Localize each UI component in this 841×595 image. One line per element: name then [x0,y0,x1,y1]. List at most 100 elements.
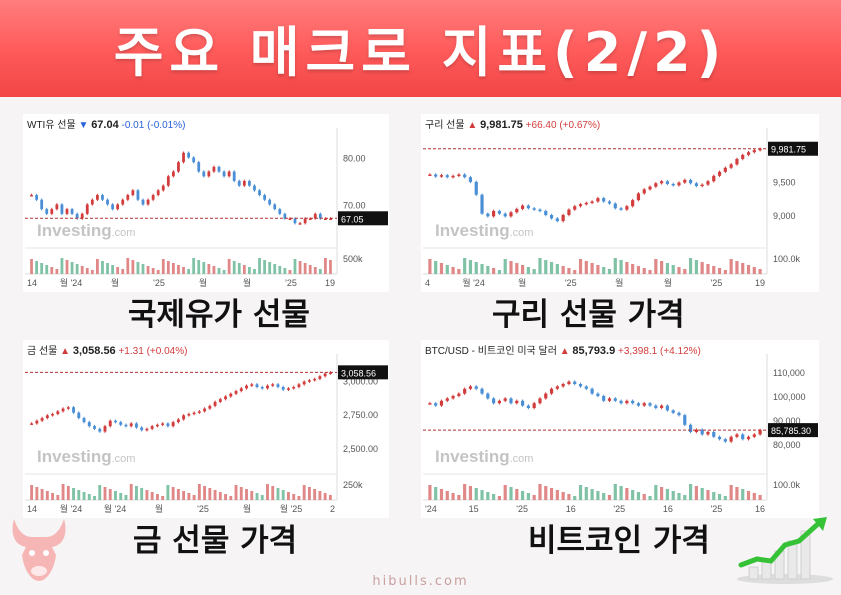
x-tick-label: 월 '24 [60,277,83,288]
volume-bar [292,494,296,500]
x-tick-label: 4 [425,278,430,288]
candle-body [712,432,716,437]
candle-body [77,412,81,419]
volume-bar [250,491,254,500]
volume-bar [578,485,583,500]
candle-body [239,388,243,392]
volume-bar [171,487,175,500]
candle-body [434,174,438,177]
candle-body [202,171,206,177]
volume-bar [567,494,571,500]
volume-bar [457,269,461,274]
candle-body [55,204,59,210]
volume-bar [245,489,248,500]
volume-bar [758,495,762,500]
volume-bar [584,261,588,274]
volume-bar [631,490,635,500]
volume-bar [151,268,155,274]
candle-body [250,384,254,386]
price-change: +1.31 [118,346,144,357]
x-tick-label: 월 [664,277,672,288]
candle-body [538,398,542,404]
volume-bar [192,258,196,274]
candle-body [503,213,507,217]
candle-body [98,428,102,432]
candle-body [631,400,635,404]
volume-bar [631,264,635,274]
volume-bar [35,261,38,274]
candle-body [297,384,301,387]
candle-body [648,403,652,406]
last-price-tag [338,365,388,380]
volume-bar [129,484,133,500]
x-tick-label: '25 [153,278,165,288]
volume-bar [278,266,282,274]
candle-body [602,198,606,202]
volume-bar [613,484,617,500]
candle-body [192,412,196,415]
volume-bar [660,487,664,500]
candle-body [590,201,594,203]
candle-body [96,195,99,200]
volume-bar [80,266,84,274]
volume-bar [30,485,34,500]
candle-body [208,405,212,409]
volume-bar [752,493,756,500]
volume-bar [486,492,490,500]
candle-body [474,386,478,389]
candle-body [298,223,302,225]
volume-bar [671,491,675,500]
volume-bar [544,260,548,274]
y-tick-label: 2,750.00 [343,410,378,420]
candle-body [549,215,554,219]
x-tick-label: 2 [330,504,335,514]
investing-watermark: Investing.com [435,221,533,240]
candle-body [217,166,221,172]
x-tick-label: 월 '24 [104,503,127,514]
candle-body [607,201,612,204]
volume-bar [492,268,496,274]
candle-body [85,204,89,214]
volume-bar [307,487,311,500]
volume-bar [735,261,739,274]
volume-bar [297,496,301,500]
x-tick-label: 16 [755,504,765,514]
volume-bar [544,486,548,500]
candle-body [758,148,762,151]
volume-axis-label: 500k [343,254,363,264]
y-tick-label: 110,000 [773,368,805,378]
volume-bar [723,270,727,274]
last-price-label: 3,058.56 [341,368,376,378]
volume-bar [752,267,756,274]
volume-bar [480,264,484,274]
volume-bar [712,492,716,500]
x-tick-label: 19 [325,278,335,288]
volume-bar [486,266,490,274]
volume-bar [150,492,154,500]
volume-bar [602,267,606,274]
candle-body [140,427,144,431]
volume-bar [602,493,606,500]
candle-body [567,209,571,215]
candle-body [82,418,86,423]
candle-body [72,407,75,413]
price: 67.04 [91,119,119,131]
volume-bar [141,264,145,274]
x-tick-label: 월 '25 [280,503,303,514]
chart-panel-wti: WTI유 선물 ▼ 67.04 -0.01 (-0.01%) 80.00 70.0… [23,114,389,292]
candle-body [573,206,577,210]
volume-bar [318,491,322,500]
candle-body [124,424,128,427]
candle-body [735,434,739,437]
x-tick-label: 월 [199,277,207,288]
candle-body [50,209,54,214]
volume-bar [590,489,594,500]
candle-body [526,405,530,408]
bull-icon [12,519,66,581]
candle-body [106,199,109,205]
price: 85,793.9 [572,345,616,357]
volume-bar [688,258,693,274]
volume-bar [222,270,226,274]
candle-body [126,195,130,200]
candle-body [631,200,635,207]
